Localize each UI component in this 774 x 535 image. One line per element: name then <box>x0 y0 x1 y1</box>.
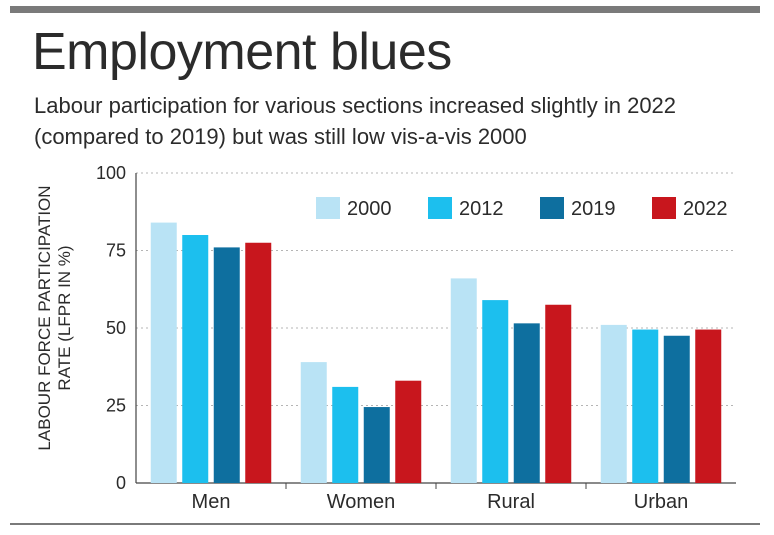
legend-label-2000: 2000 <box>347 198 392 220</box>
y-tick-label-0: 0 <box>116 473 126 493</box>
x-category-label-women: Women <box>327 491 396 513</box>
bottom-rule <box>10 523 760 525</box>
bar-rural-2012 <box>482 300 509 483</box>
bar-rural-2022 <box>545 304 572 483</box>
legend-swatch-2012 <box>428 197 452 219</box>
legend-swatch-2022 <box>652 197 676 219</box>
chart-title: Employment blues <box>32 23 452 81</box>
bar-men-2012 <box>182 235 209 483</box>
y-tick-label-25: 25 <box>106 396 126 416</box>
bar-rural-2000 <box>450 278 477 483</box>
bar-rural-2019 <box>513 323 540 483</box>
legend-label-2012: 2012 <box>459 198 504 220</box>
bar-men-2000 <box>150 222 177 483</box>
y-tick-label-100: 100 <box>96 163 126 183</box>
bar-women-2019 <box>363 407 390 483</box>
bar-women-2000 <box>300 362 327 483</box>
legend: 2000 2012 2019 2022 <box>316 197 728 220</box>
legend-label-2019: 2019 <box>571 198 616 220</box>
legend-label-2022: 2022 <box>683 198 728 220</box>
bar-urban-2012 <box>632 329 659 483</box>
bars <box>150 222 722 483</box>
y-axis-label-line2: RATE (LFPR IN %) <box>55 245 74 390</box>
y-tick-label-50: 50 <box>106 318 126 338</box>
bar-women-2012 <box>332 386 359 483</box>
bar-urban-2000 <box>600 324 627 483</box>
bar-men-2022 <box>245 242 272 483</box>
tick-labels: 0 25 50 75 100 Men Women Rural Urban <box>96 163 688 513</box>
bar-urban-2022 <box>695 329 722 483</box>
bar-women-2022 <box>395 380 422 483</box>
top-rule <box>10 6 760 13</box>
x-category-label-men: Men <box>192 491 231 513</box>
x-category-label-rural: Rural <box>487 491 535 513</box>
y-axis-label-line1: LABOUR FORCE PARTICIPATION <box>35 185 54 450</box>
bar-urban-2019 <box>663 335 690 483</box>
y-tick-label-75: 75 <box>106 241 126 261</box>
legend-swatch-2019 <box>540 197 564 219</box>
bar-men-2019 <box>213 247 240 483</box>
x-category-label-urban: Urban <box>634 491 688 513</box>
legend-swatch-2000 <box>316 197 340 219</box>
chart-subtitle: Labour participation for various section… <box>34 93 677 149</box>
